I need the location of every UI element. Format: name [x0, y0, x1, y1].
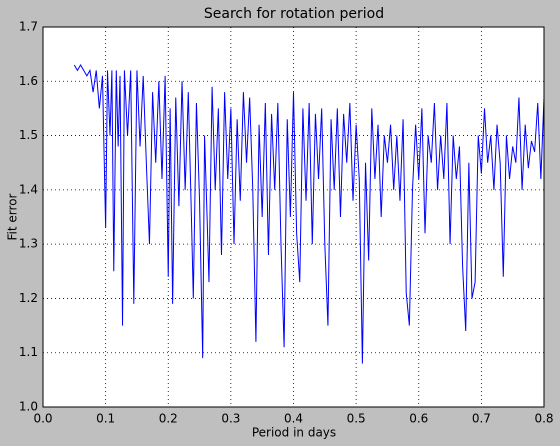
plot-frame [42, 26, 545, 408]
x-tick-label: 0.5 [347, 412, 366, 426]
x-tick-label: 0.2 [159, 412, 178, 426]
y-tick-label: 1.7 [19, 20, 38, 34]
x-tick-label: 0.1 [96, 412, 115, 426]
y-tick-label: 1.4 [19, 182, 38, 196]
y-tick-label: 1.5 [19, 128, 38, 142]
x-axis-label: Period in days [252, 426, 336, 440]
y-tick-label: 1.0 [19, 400, 38, 414]
y-tick-label: 1.3 [19, 237, 38, 251]
y-tick-label: 1.2 [19, 291, 38, 305]
y-tick-label: 1.6 [19, 74, 38, 88]
x-tick-label: 0.7 [472, 412, 491, 426]
y-axis-label: Fit error [6, 193, 20, 240]
x-tick-label: 0.4 [284, 412, 303, 426]
x-tick-label: 0.6 [409, 412, 428, 426]
chart-title: Search for rotation period [204, 6, 384, 22]
data-line [73, 63, 545, 364]
x-tick-label: 0.0 [33, 412, 52, 426]
y-tick-label: 1.1 [19, 345, 38, 359]
x-tick-label: 0.3 [221, 412, 240, 426]
x-tick-label: 0.8 [534, 412, 553, 426]
